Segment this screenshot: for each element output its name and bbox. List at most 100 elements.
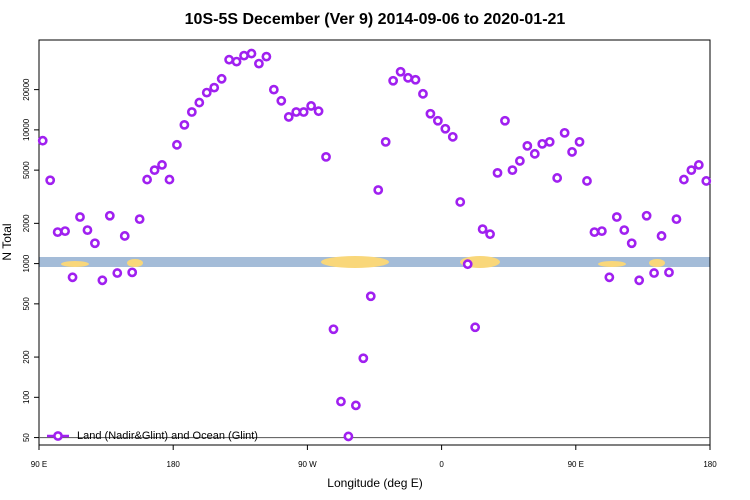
point [67,272,78,283]
point [216,73,227,84]
point [477,224,488,235]
y-tick-label: 500 [22,297,31,311]
point [172,139,182,150]
point [432,115,443,126]
point [157,160,167,170]
point [90,238,100,249]
point [395,66,406,77]
chart-title: 10S-5S December (Ver 9) 2014-09-06 to 20… [185,11,566,28]
point [291,107,302,117]
point [75,212,85,222]
point [231,56,242,67]
point [179,119,190,130]
point [693,160,704,170]
point [380,136,391,147]
point [321,151,331,162]
point [522,140,533,151]
point [276,95,287,106]
y-tick-label: 1000 [22,254,31,272]
x-axis-label: Longitude (deg E) [327,476,422,490]
point [403,72,413,83]
point [82,225,93,236]
point [418,88,428,99]
point [373,185,384,195]
point [142,174,153,185]
point [343,431,354,442]
point [559,127,570,138]
plot-frame [38,39,711,446]
point [350,400,361,411]
point [552,173,563,183]
point [328,324,339,335]
land-patch [61,261,89,267]
point [507,165,518,176]
point [596,226,607,236]
x-tick-label: 180 [167,460,181,469]
point [261,51,272,62]
y-tick-label: 5000 [22,161,31,179]
point [619,225,630,236]
point [134,214,145,225]
land-patch [127,259,143,267]
point [455,197,466,207]
land-patch [598,261,626,267]
point [97,275,108,286]
point [611,212,622,222]
y-axis-label: N Total [0,223,14,260]
x-tick-label: 90 W [298,460,317,469]
point [239,50,249,61]
point [283,112,294,122]
point [112,268,123,278]
x-tick-label: 90 E [568,460,584,469]
x-tick-label: 90 E [31,460,47,469]
point [567,147,577,157]
y-tick-label: 100 [22,390,31,404]
point [194,97,205,108]
point [626,238,637,249]
legend-label: Land (Nadir&Glint) and Ocean (Glint) [77,430,258,442]
y-tick-label: 200 [22,350,31,364]
point [574,136,585,147]
point [254,58,264,69]
point [485,229,495,240]
point [462,259,473,270]
point [104,210,115,221]
y-tick-label: 20000 [22,78,31,101]
point [246,48,257,59]
point [164,174,175,185]
point [358,353,369,364]
point [604,272,615,283]
point [529,148,540,159]
point [664,267,674,278]
point [37,135,48,146]
point [686,165,697,176]
point [336,396,346,407]
point [537,138,548,149]
y-tick-label: 50 [22,433,31,442]
point [60,226,70,236]
point [425,108,436,119]
point [440,123,451,134]
point [671,214,682,225]
point [268,84,279,95]
point [649,268,659,278]
point [410,74,421,85]
point [514,156,525,166]
point [388,75,399,86]
legend-marker [53,431,63,441]
point [298,107,309,117]
x-tick-label: 180 [703,460,717,469]
point [306,101,317,111]
point [701,176,712,186]
point [52,227,63,238]
point [447,131,458,142]
point [127,267,138,278]
point [582,176,592,186]
point [679,174,689,185]
y-tick-label: 2000 [22,214,31,232]
point [634,275,645,286]
point [45,175,56,186]
map-strip [39,256,710,268]
